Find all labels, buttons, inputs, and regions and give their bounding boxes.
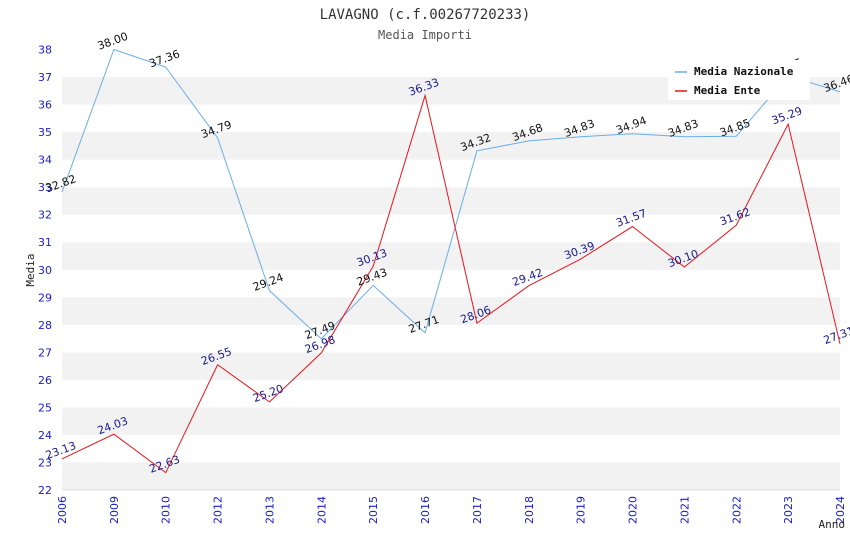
- grid-band: [62, 214, 840, 243]
- series-lines: [61, 48, 841, 474]
- x-tick-label: 2012: [212, 496, 225, 524]
- x-tick-label: 2020: [627, 496, 640, 524]
- x-tick-label: 2016: [419, 496, 432, 524]
- x-tick-label: 2019: [575, 496, 588, 524]
- data-label-media-nazionale: 38.00: [96, 30, 130, 53]
- y-tick-label: 28: [38, 319, 52, 332]
- grid-band: [62, 434, 840, 463]
- grid-band: [62, 104, 840, 133]
- grid-band: [62, 379, 840, 408]
- x-tick-label: 2014: [315, 496, 328, 524]
- x-tick-label: 2024: [834, 496, 847, 524]
- x-tick-label: 2006: [56, 496, 69, 524]
- y-tick-label: 33: [38, 181, 52, 194]
- y-axis-ticks: 22 23 24 25 26 27 28 29 30 31 32 33 34 35 36 37 38: [38, 44, 52, 498]
- series-line-media-ente: [61, 93, 841, 474]
- y-tick-label: 32: [38, 209, 52, 222]
- legend-box: [668, 60, 810, 100]
- x-tick-label: 2017: [471, 496, 484, 524]
- x-axis-ticks: 2006 2009 2010 2012 2013 2014 2015 2016 2017 2018…: [56, 496, 847, 524]
- x-tick-label: 2021: [678, 496, 691, 524]
- legend-label-media-nazionale: Media Nazionale: [694, 65, 794, 78]
- grid-band: [62, 462, 840, 490]
- plot-grid-bands: [62, 49, 840, 491]
- x-tick-label: 2013: [263, 496, 276, 524]
- grid-band: [62, 269, 840, 298]
- y-tick-label: 27: [38, 346, 52, 359]
- y-tick-label: 29: [38, 291, 52, 304]
- x-axis-label: Anno: [819, 518, 846, 531]
- x-tick-label: 2018: [523, 496, 536, 524]
- x-tick-label: 2022: [730, 496, 743, 524]
- x-tick-label: 2015: [367, 496, 380, 524]
- y-tick-label: 23: [38, 456, 52, 469]
- y-tick-label: 25: [38, 401, 52, 414]
- y-tick-label: 30: [38, 264, 52, 277]
- y-tick-label: 38: [38, 44, 52, 57]
- y-tick-label: 37: [38, 71, 52, 84]
- y-tick-label: 24: [38, 429, 52, 442]
- series-line-media-nazionale: [61, 48, 841, 340]
- legend-label-media-ente: Media Ente: [694, 84, 761, 97]
- grid-band: [62, 407, 840, 435]
- x-tick-label: 2023: [782, 496, 795, 524]
- grid-band: [62, 297, 840, 325]
- x-tick-label: 2010: [160, 496, 173, 524]
- grid-band: [62, 159, 840, 188]
- chart-subtitle: Media Importi: [378, 28, 472, 42]
- y-tick-label: 31: [38, 236, 52, 249]
- y-tick-label: 35: [38, 126, 52, 139]
- y-tick-label: 34: [38, 154, 52, 167]
- y-tick-label: 22: [38, 484, 52, 497]
- x-tick-label: 2009: [108, 496, 121, 524]
- chart-title: LAVAGNO (c.f.00267720233): [320, 7, 531, 23]
- grid-band: [62, 352, 840, 380]
- grid-band: [62, 242, 840, 270]
- legend: Media Nazionale Media Ente: [668, 60, 810, 100]
- grid-band: [62, 324, 840, 353]
- y-tick-label: 36: [38, 99, 52, 112]
- y-tick-label: 26: [38, 374, 52, 387]
- y-axis-label: Media: [24, 253, 37, 286]
